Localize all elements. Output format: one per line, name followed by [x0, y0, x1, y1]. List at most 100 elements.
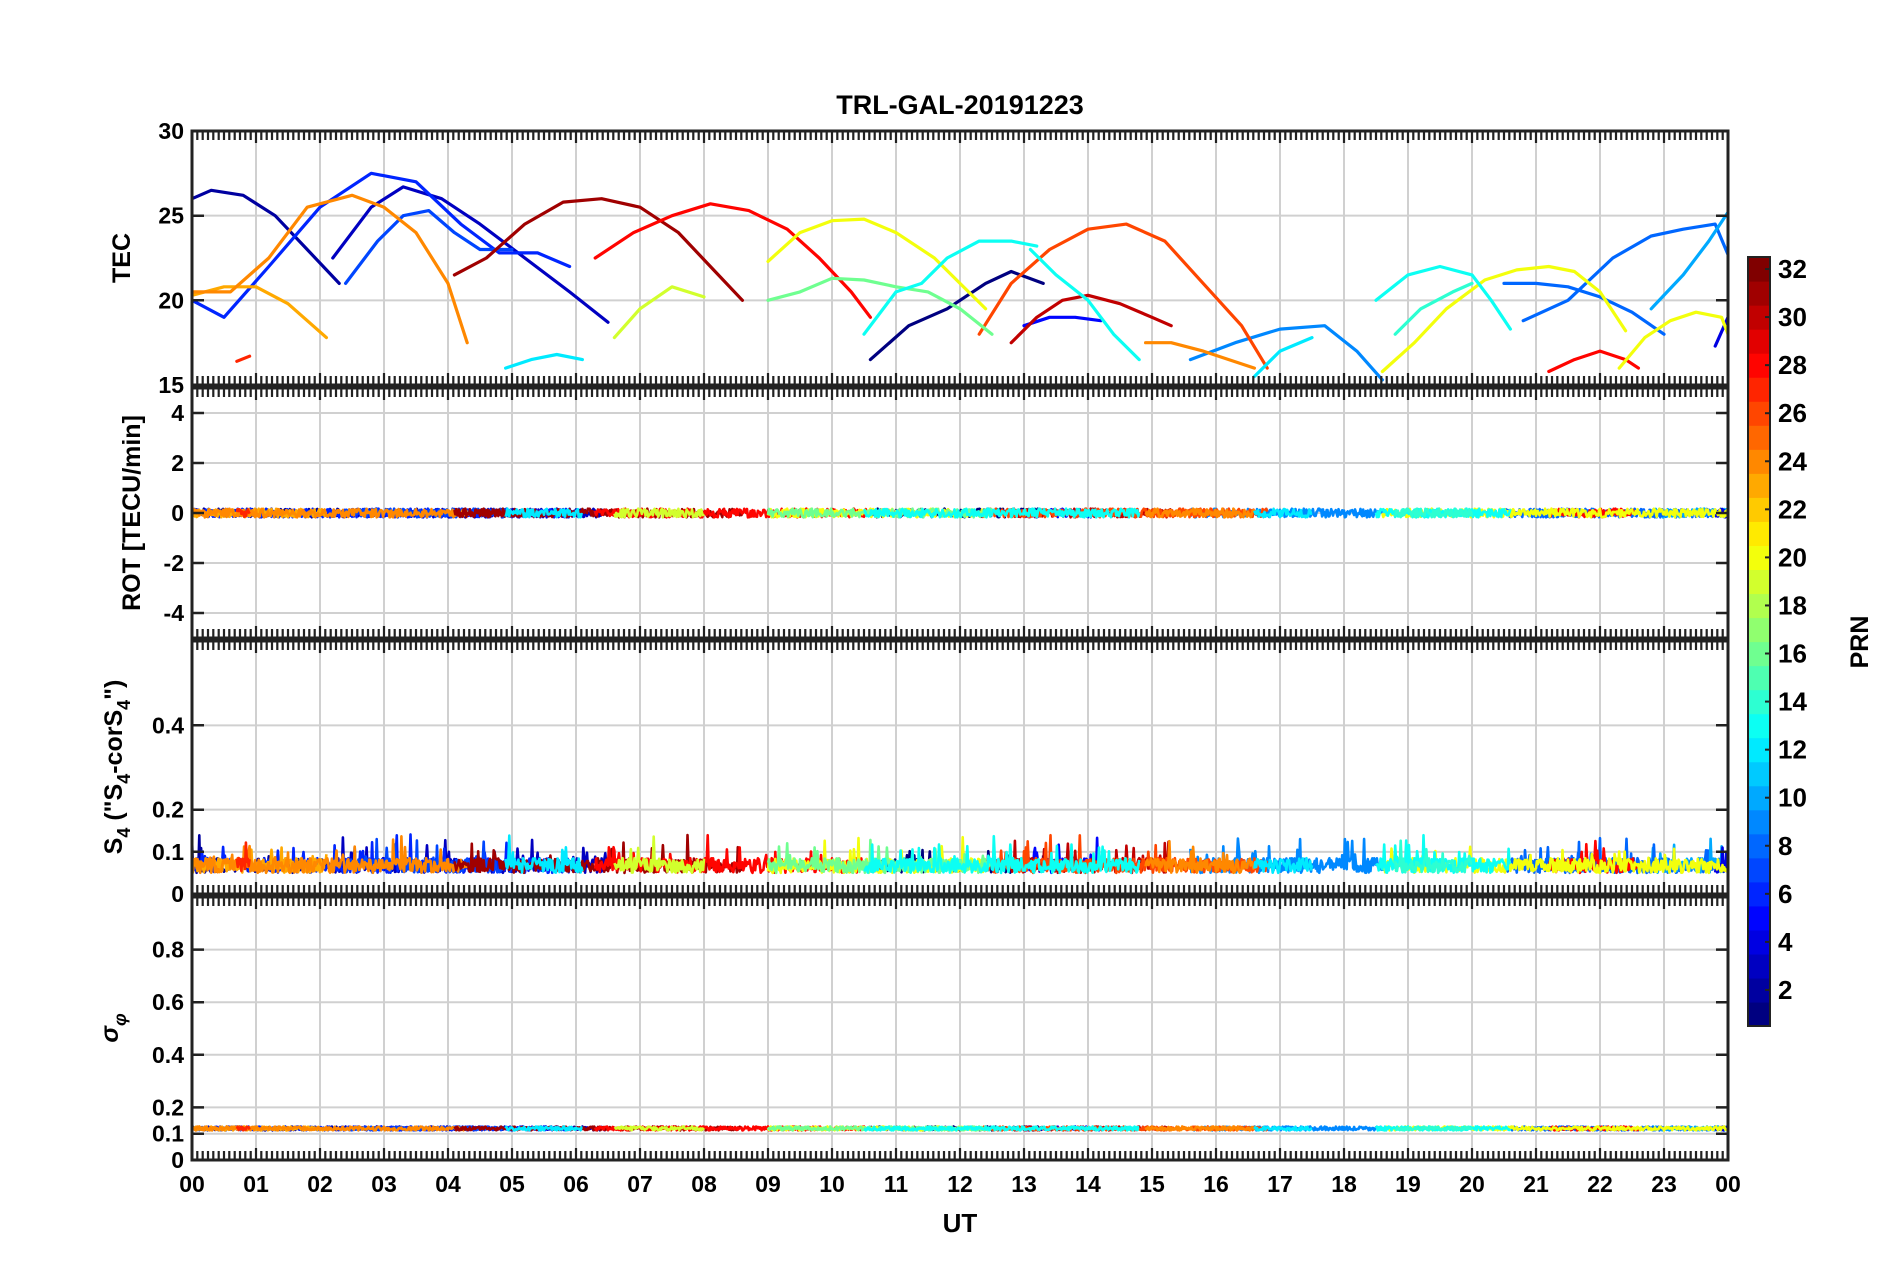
- colorbar-tick-label: 26: [1778, 398, 1807, 428]
- colorbar-segment: [1748, 977, 1770, 1003]
- y-ticks: [192, 411, 1728, 615]
- colorbar-segment: [1748, 473, 1770, 498]
- tec-series-line: [192, 285, 328, 340]
- colorbar-segment: [1748, 521, 1770, 546]
- x-tick-label: 13: [1011, 1171, 1037, 1197]
- y-tick-label: 25: [158, 203, 184, 229]
- rot-series: [192, 507, 1728, 519]
- colorbar-segment: [1748, 641, 1770, 667]
- colorbar-segment: [1748, 617, 1770, 643]
- tec-series-line: [862, 239, 1039, 336]
- s4-series: [192, 833, 1728, 875]
- series-line: [1618, 1125, 1728, 1132]
- tec-series-line: [1188, 324, 1385, 382]
- x-tick-label: 05: [499, 1171, 525, 1197]
- colorbar-segment: [1748, 569, 1770, 595]
- series-line: [1029, 843, 1141, 875]
- colorbar-segment: [1748, 353, 1770, 378]
- series-line: [1253, 1125, 1313, 1132]
- colorbar-tick-label: 32: [1778, 254, 1807, 284]
- colorbar-segment: [1748, 953, 1770, 979]
- tec-series-line: [1252, 336, 1314, 379]
- x-tick-label: 06: [563, 1171, 589, 1197]
- colorbar-label: PRN: [1846, 616, 1874, 669]
- x-tick-label: 00: [179, 1171, 205, 1197]
- colorbar-segment: [1748, 809, 1770, 835]
- x-tick-label: 23: [1651, 1171, 1677, 1197]
- colorbar-segment: [1748, 377, 1770, 402]
- colorbar-tick-label: 20: [1778, 542, 1807, 572]
- series-line: [235, 1125, 251, 1132]
- series-line: [344, 837, 514, 875]
- colorbar-segment: [1748, 497, 1770, 522]
- series-line: [504, 834, 584, 874]
- tec-series-line: [1009, 293, 1173, 345]
- x-tick-label: 02: [307, 1171, 333, 1197]
- y-tick-label: 0.1: [152, 839, 184, 865]
- tec-series-line: [868, 269, 1045, 362]
- colorbar-tick-label: 4: [1778, 927, 1793, 957]
- colorbar-segment: [1748, 1001, 1770, 1027]
- minor-ticks: [190, 641, 1730, 894]
- tec-series-line: [1617, 310, 1728, 370]
- colorbar-tick-label: 8: [1778, 831, 1792, 861]
- tec-series-line: [766, 217, 988, 311]
- x-tick-label: 08: [691, 1171, 717, 1197]
- series-line: [863, 1125, 1038, 1132]
- y-tick-label: 0.2: [152, 797, 184, 823]
- s4-axes: 0 0.1 0.2 0.4: [152, 639, 1730, 907]
- tec-series-line: [1649, 210, 1728, 311]
- colorbar-tick-label: 12: [1778, 735, 1807, 765]
- x-tick-label: 03: [371, 1171, 397, 1197]
- y-ticks: [192, 724, 1728, 896]
- colorbar-segment: [1748, 905, 1770, 931]
- minor-ticks: [190, 131, 1730, 385]
- colorbar-segment: [1748, 833, 1770, 859]
- colorbar-tick-label: 28: [1778, 350, 1807, 380]
- x-tick-label: 00: [1715, 1171, 1741, 1197]
- colorbar-segment: [1748, 857, 1770, 883]
- series-line: [235, 841, 251, 873]
- tec-panel: 15 20 25 30 TEC: [108, 118, 1730, 398]
- rot-panel: -4 -2 0 2 4 ROT [TECU/min]: [118, 386, 1730, 640]
- colorbar-segment: [1748, 929, 1770, 955]
- y-tick-label: 0: [171, 500, 184, 526]
- series-line: [1029, 1125, 1140, 1132]
- sigma-axes: 00.10.2 0.4 0.6 0.8: [152, 895, 1730, 1173]
- series-line: [235, 508, 251, 519]
- x-tick-label: 17: [1267, 1171, 1293, 1197]
- y-tick-label: 15: [158, 372, 184, 398]
- x-tick-label: 09: [755, 1171, 781, 1197]
- y-tick-label: 0.4: [152, 712, 184, 738]
- tec-series-line: [1713, 315, 1728, 348]
- x-tick-label: 12: [947, 1171, 973, 1197]
- sigma-panel: 00.10.2 0.4 0.6 0.8 σφ: [96, 895, 1730, 1173]
- series-line: [1393, 507, 1474, 519]
- x-tick-label: 01: [243, 1171, 269, 1197]
- colorbar-tick-label: 6: [1778, 879, 1792, 909]
- colorbar-segment: [1748, 761, 1770, 787]
- colorbar-tick-label: 10: [1778, 783, 1807, 813]
- sigma-ylabel: σφ: [96, 1013, 130, 1043]
- x-tick-label: 04: [435, 1171, 461, 1197]
- colorbar-segment: [1748, 401, 1770, 426]
- colorbar-segment: [1748, 257, 1770, 282]
- y-tick-label: 30: [158, 118, 184, 144]
- colorbar-segment: [1748, 281, 1770, 306]
- colorbar-segment: [1748, 593, 1770, 619]
- colorbar-segment: [1748, 665, 1770, 691]
- series-line: [1144, 1125, 1256, 1132]
- colorbar-segment: [1748, 881, 1770, 907]
- series-line: [862, 834, 1039, 875]
- series-line: [613, 835, 706, 875]
- tec-series-line: [192, 171, 572, 319]
- tec-series-line: [452, 197, 745, 302]
- colorbar-tick-label: 24: [1778, 446, 1807, 476]
- x-tick-label: 22: [1587, 1171, 1613, 1197]
- series-line: [192, 1125, 469, 1132]
- colorbar-segment: [1748, 449, 1770, 474]
- y-tick-label: 0.8: [152, 937, 184, 963]
- y-ticks: [192, 129, 1728, 387]
